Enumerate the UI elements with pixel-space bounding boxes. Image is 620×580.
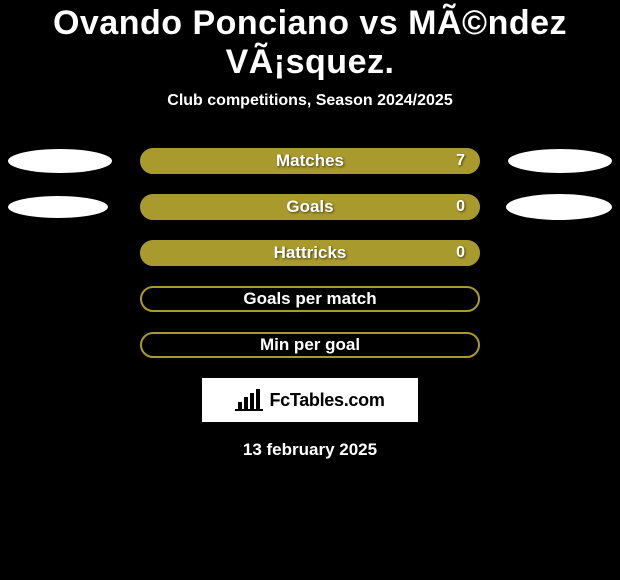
stat-bar: Min per goal	[140, 332, 480, 358]
stat-bar: Matches7	[140, 148, 480, 174]
stat-bar: Hattricks0	[140, 240, 480, 266]
stat-label: Min per goal	[142, 334, 478, 356]
brand-box: FcTables.com	[202, 378, 418, 422]
bar-chart-icon	[235, 389, 263, 411]
right-ellipse	[506, 194, 612, 220]
stat-row: Goals0	[0, 194, 620, 220]
stat-row: Matches7	[0, 148, 620, 174]
page-subtitle: Club competitions, Season 2024/2025	[0, 92, 620, 110]
stat-value: 7	[456, 149, 465, 173]
stat-row: Min per goal	[0, 332, 620, 358]
stat-label: Matches	[141, 149, 479, 173]
stat-rows: Matches7Goals0Hattricks0Goals per matchM…	[0, 148, 620, 358]
left-ellipse	[8, 149, 112, 173]
stat-label: Goals per match	[142, 288, 478, 310]
stat-label: Hattricks	[141, 241, 479, 265]
stat-row: Goals per match	[0, 286, 620, 312]
date-text: 13 february 2025	[0, 440, 620, 460]
stat-label: Goals	[141, 195, 479, 219]
stat-row: Hattricks0	[0, 240, 620, 266]
stat-value: 0	[456, 241, 465, 265]
page-title: Ovando Ponciano vs MÃ©ndez VÃ¡squez.	[0, 4, 620, 82]
infographic-root: Ovando Ponciano vs MÃ©ndez VÃ¡squez. Clu…	[0, 0, 620, 460]
brand-text: FcTables.com	[269, 390, 384, 411]
stat-bar: Goals per match	[140, 286, 480, 312]
left-ellipse	[8, 196, 108, 218]
stat-value: 0	[456, 195, 465, 219]
right-ellipse	[508, 149, 612, 173]
stat-bar: Goals0	[140, 194, 480, 220]
